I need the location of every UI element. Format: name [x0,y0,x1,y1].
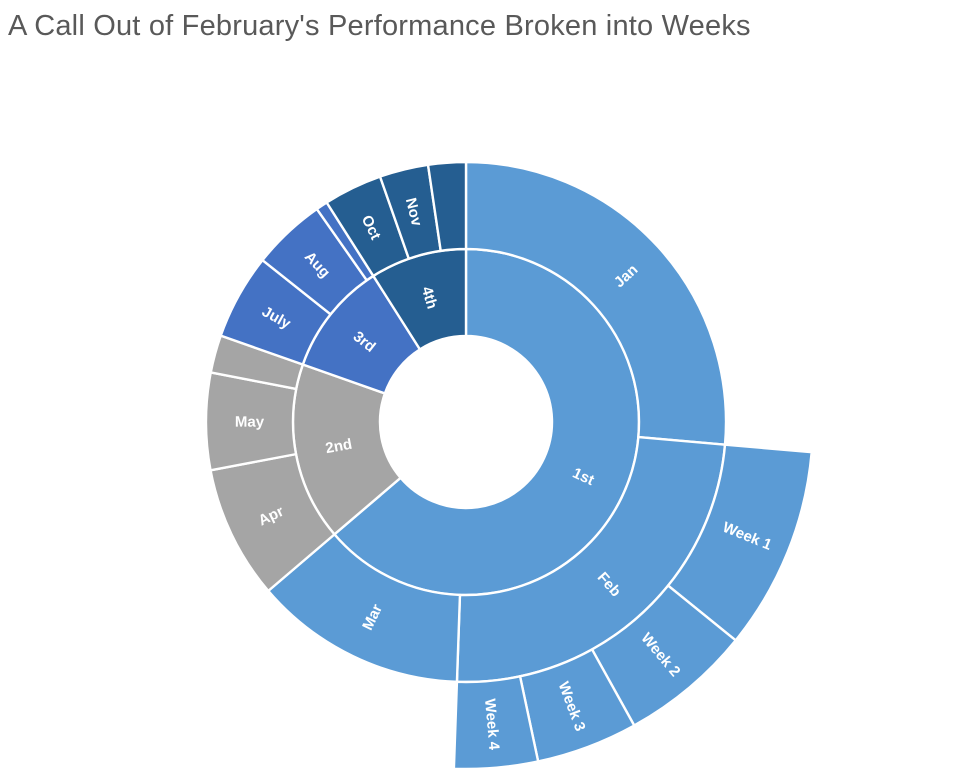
chart-title: A Call Out of February's Performance Bro… [8,10,751,42]
segment-label-month-may: May [235,414,265,431]
segment-label-week-4: Week 4 [481,698,502,751]
segment-label-q-4th: 4th [418,285,441,311]
segment-label-month-nov: Nov [402,196,425,228]
segment-label-q-2nd: 2nd [324,436,353,458]
segment-week-4[interactable] [452,675,540,771]
segment-month-dec[interactable] [426,160,468,253]
segment-month-jan[interactable] [464,160,728,446]
